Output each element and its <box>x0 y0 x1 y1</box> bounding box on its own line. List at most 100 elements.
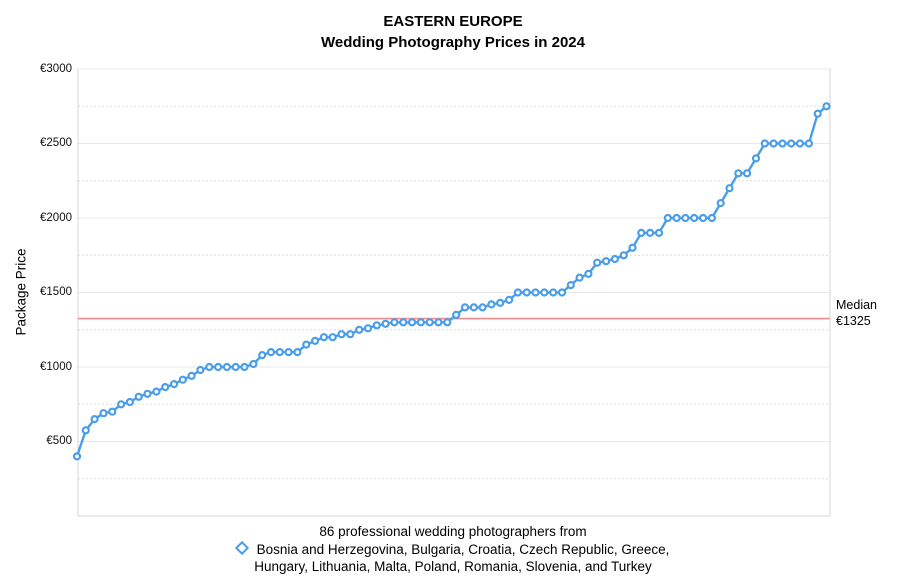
data-point[interactable] <box>628 243 637 252</box>
data-point[interactable] <box>302 340 311 349</box>
data-point[interactable] <box>416 318 425 327</box>
data-point[interactable] <box>258 351 267 360</box>
y-axis-ticks: €500 €1000 €1500 €2000 €2500 €3000 <box>0 0 72 588</box>
data-point[interactable] <box>496 298 505 307</box>
data-point[interactable] <box>108 407 117 416</box>
median-annotation: Median €1325 <box>836 297 877 329</box>
data-point[interactable] <box>654 228 664 237</box>
data-point[interactable] <box>716 199 725 208</box>
data-point[interactable] <box>707 213 717 223</box>
data-point[interactable] <box>408 318 417 327</box>
y-tick-label: €2500 <box>40 137 72 149</box>
data-point[interactable] <box>549 288 558 297</box>
data-point[interactable] <box>725 184 734 193</box>
data-point[interactable] <box>328 333 337 342</box>
data-point[interactable] <box>196 365 205 375</box>
data-point[interactable] <box>469 303 478 312</box>
data-point[interactable] <box>240 362 249 372</box>
data-point[interactable] <box>769 139 778 148</box>
data-point[interactable] <box>637 228 646 237</box>
data-point[interactable] <box>205 362 214 372</box>
data-point[interactable] <box>610 254 620 264</box>
data-point[interactable] <box>275 348 284 357</box>
chart-title-line1: EASTERN EUROPE <box>383 13 523 30</box>
data-point[interactable] <box>99 409 108 418</box>
data-point[interactable] <box>161 383 170 392</box>
data-point[interactable] <box>742 169 752 178</box>
data-point[interactable] <box>531 288 540 297</box>
data-point[interactable] <box>663 213 672 223</box>
data-point[interactable] <box>337 330 346 339</box>
y-tick-label: €1500 <box>40 286 72 298</box>
data-point[interactable] <box>619 251 628 260</box>
data-point[interactable] <box>284 348 293 357</box>
data-point[interactable] <box>751 154 761 163</box>
data-point[interactable] <box>645 228 655 237</box>
median-annotation-value: €1325 <box>836 314 871 328</box>
y-tick-label: €2000 <box>40 211 72 224</box>
data-point[interactable] <box>355 325 364 334</box>
data-point[interactable] <box>311 336 320 345</box>
data-point[interactable] <box>399 318 408 327</box>
data-point[interactable] <box>72 452 82 461</box>
data-point[interactable] <box>81 426 90 435</box>
data-point[interactable] <box>134 392 143 401</box>
data-point[interactable] <box>804 139 814 148</box>
chart-title-line2: Wedding Photography Prices in 2024 <box>321 34 585 51</box>
data-point[interactable] <box>787 139 796 148</box>
data-point[interactable] <box>319 333 328 342</box>
data-point[interactable] <box>143 389 152 398</box>
legend-line1: 86 professional wedding photographers fr… <box>319 524 587 539</box>
data-point[interactable] <box>540 288 549 297</box>
data-point[interactable] <box>601 257 611 266</box>
data-point[interactable] <box>425 318 434 327</box>
data-point[interactable] <box>698 213 708 223</box>
data-point[interactable] <box>452 310 461 319</box>
data-point[interactable] <box>760 139 769 148</box>
data-point[interactable] <box>169 380 179 389</box>
data-point[interactable] <box>363 324 373 333</box>
data-point[interactable] <box>822 102 831 111</box>
chart-title: EASTERN EUROPE Wedding Photography Price… <box>0 11 906 53</box>
data-point[interactable] <box>249 359 258 369</box>
data-point[interactable] <box>813 109 822 118</box>
data-point[interactable] <box>575 273 584 282</box>
data-point[interactable] <box>178 375 187 384</box>
data-point[interactable] <box>593 258 602 267</box>
data-point[interactable] <box>566 281 575 290</box>
data-point[interactable] <box>505 295 514 304</box>
data-point[interactable] <box>434 318 443 327</box>
data-point[interactable] <box>152 387 161 396</box>
data-point[interactable] <box>672 213 681 223</box>
data-point[interactable] <box>513 288 523 297</box>
data-point[interactable] <box>187 371 196 380</box>
data-point[interactable] <box>778 139 787 148</box>
data-point[interactable] <box>690 213 699 223</box>
y-tick-label: €1000 <box>40 360 72 373</box>
data-point[interactable] <box>346 330 355 339</box>
data-point[interactable] <box>681 213 690 223</box>
data-point[interactable] <box>584 269 593 278</box>
data-point[interactable] <box>522 288 531 297</box>
data-point[interactable] <box>390 318 399 327</box>
y-tick-label: €3000 <box>40 62 72 75</box>
data-point[interactable] <box>90 415 99 424</box>
data-point[interactable] <box>266 348 276 357</box>
data-point[interactable] <box>293 348 302 357</box>
data-point[interactable] <box>443 318 452 327</box>
data-point[interactable] <box>557 288 567 297</box>
data-point[interactable] <box>381 319 390 328</box>
data-point[interactable] <box>222 362 231 372</box>
data-point[interactable] <box>214 362 223 372</box>
data-point[interactable] <box>795 139 805 148</box>
data-point[interactable] <box>460 303 470 312</box>
data-point[interactable] <box>125 397 134 407</box>
data-point[interactable] <box>372 321 381 330</box>
data-point[interactable] <box>231 362 240 372</box>
data-point[interactable] <box>487 300 496 309</box>
data-point[interactable] <box>116 400 126 409</box>
data-point[interactable] <box>478 303 487 312</box>
data-point[interactable] <box>734 169 743 178</box>
